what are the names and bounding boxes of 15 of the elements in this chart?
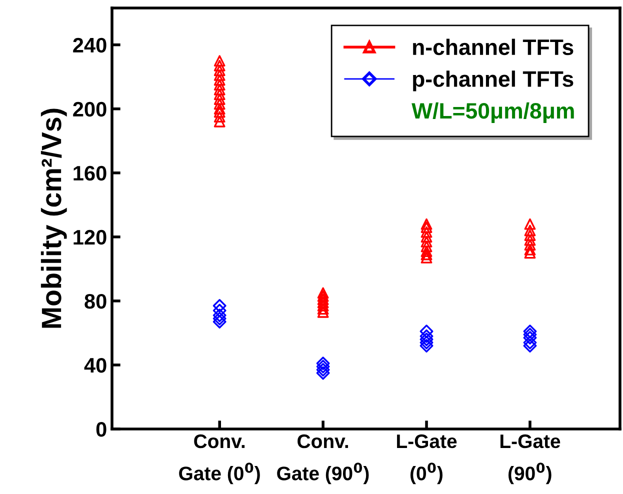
y-tick-label: 160 [74,166,106,181]
annotation: W/L=50μm/8μm [412,102,574,124]
y-tick-label: 0 [96,422,106,437]
x-tick-label: Conv. Gate (90$^{0}$) [277,434,369,484]
x-tick-label: L-Gate (90$^{0}$) [500,434,560,484]
y-tick-label: 80 [84,294,106,309]
legend-label: p-channel TFTs [413,70,574,92]
y-tick-label: 40 [84,358,106,373]
y-tick-label: 240 [73,38,106,53]
x-tick-label: Conv. Gate (0$^{0}$) [179,434,260,484]
y-axis-title: Mobility (cm²/Vs) [40,108,67,328]
y-tick-label: 120 [74,230,106,245]
legend-label: n-channel TFTs [413,38,574,56]
y-tick-label: 200 [73,102,106,117]
x-tick-label: L-Gate (0$^{0}$) [397,434,457,484]
